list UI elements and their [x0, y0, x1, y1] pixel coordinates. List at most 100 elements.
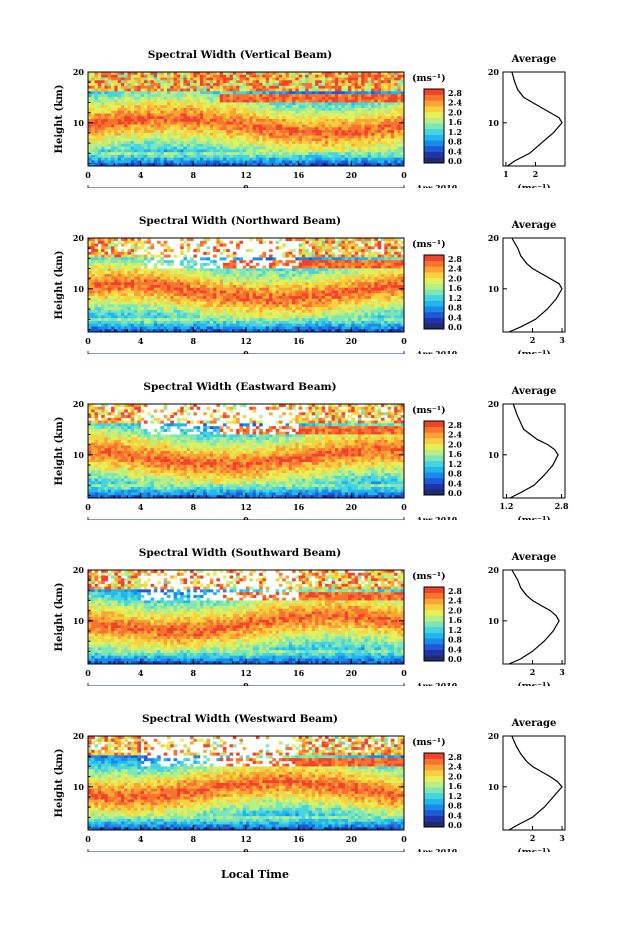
heatmap-cell	[278, 163, 283, 167]
heatmap-cell	[140, 143, 145, 147]
heatmap-cell	[272, 91, 276, 95]
heatmap-cell	[367, 72, 372, 76]
heatmap-cell	[137, 146, 141, 150]
heatmap-cell	[167, 293, 171, 297]
heatmap-cell	[134, 246, 138, 250]
heatmap-cell	[331, 282, 336, 286]
heatmap-cell	[334, 124, 339, 128]
heatmap-cell	[88, 107, 92, 111]
heatmap-cell	[180, 135, 184, 139]
heatmap-cell	[137, 94, 141, 98]
heatmap-cell	[328, 285, 332, 289]
heatmap-cell	[190, 121, 194, 125]
heatmap-cell	[222, 262, 227, 266]
heatmap-cell	[367, 143, 372, 147]
heatmap-cell	[318, 124, 323, 128]
heatmap-cell	[341, 276, 346, 280]
heatmap-cell	[203, 74, 207, 78]
heatmap-cell	[394, 254, 398, 258]
heatmap-cell	[380, 127, 385, 131]
heatmap-cell	[380, 271, 385, 275]
heatmap-cell	[173, 157, 178, 161]
heatmap-cell	[114, 132, 118, 136]
heatmap-cell	[143, 249, 148, 253]
heatmap-cell	[278, 127, 283, 131]
heatmap-cell	[127, 121, 132, 125]
heatmap-cell	[130, 279, 135, 283]
heatmap-cell	[364, 116, 369, 120]
heatmap-cell	[130, 273, 135, 277]
heatmap-cell	[387, 262, 392, 266]
heatmap-cell	[301, 88, 306, 92]
heatmap-cell	[190, 238, 194, 242]
heatmap-cell	[367, 246, 372, 250]
heatmap-cell	[371, 268, 375, 272]
heatmap-cell	[196, 285, 201, 289]
heatmap-cell	[252, 146, 257, 150]
heatmap-cell	[94, 262, 99, 266]
heatmap-cell	[203, 273, 207, 277]
heatmap-cell	[380, 265, 385, 269]
heatmap-cell	[265, 119, 270, 123]
heatmap-cell	[143, 96, 148, 100]
heatmap-cell	[213, 260, 217, 264]
heatmap-cell	[124, 152, 128, 156]
heatmap-cell	[167, 72, 171, 76]
heatmap-cell	[331, 102, 336, 106]
heatmap-cell	[275, 124, 280, 128]
heatmap-cell	[377, 265, 382, 269]
heatmap-cell	[226, 113, 230, 117]
heatmap-cell	[390, 276, 395, 280]
heatmap-cell	[242, 135, 247, 139]
heatmap-cell	[265, 99, 270, 103]
heatmap-cell	[147, 72, 151, 76]
heatmap-cell	[357, 94, 362, 98]
heatmap-cell	[170, 146, 174, 150]
heatmap-cell	[387, 141, 392, 145]
heatmap-cell	[232, 143, 237, 147]
heatmap-cell	[226, 110, 230, 114]
heatmap-cell	[190, 124, 194, 128]
heatmap-cell	[193, 119, 197, 123]
heatmap-cell	[203, 276, 207, 280]
heatmap-cell	[137, 85, 141, 89]
heatmap-cell	[344, 249, 349, 253]
heatmap-cell	[114, 110, 118, 114]
heatmap-cell	[120, 285, 125, 289]
heatmap-cell	[262, 276, 267, 280]
heatmap-cell	[173, 72, 178, 76]
heatmap-cell	[104, 163, 109, 167]
heatmap-cell	[236, 138, 240, 142]
heatmap-cell	[186, 163, 191, 167]
heatmap-cell	[160, 121, 165, 125]
heatmap-cell	[344, 152, 349, 156]
heatmap-cell	[318, 293, 323, 297]
heatmap-cell	[91, 149, 95, 153]
heatmap-cell	[91, 276, 95, 280]
heatmap-cell	[216, 157, 220, 161]
heatmap-cell	[354, 285, 359, 289]
heatmap-cell	[147, 279, 151, 283]
heatmap-cell	[114, 149, 118, 153]
heatmap-cell	[196, 80, 201, 84]
heatmap-cell	[190, 119, 194, 123]
heatmap-cell	[111, 107, 115, 111]
heatmap-cell	[163, 290, 168, 294]
heatmap-cell	[193, 160, 197, 164]
heatmap-cell	[206, 146, 211, 150]
heatmap-cell	[374, 99, 378, 103]
heatmap-cell	[311, 265, 316, 269]
heatmap-cell	[275, 74, 280, 78]
heatmap-cell	[321, 246, 326, 250]
heatmap-cell	[170, 271, 174, 275]
heatmap-cell	[371, 102, 375, 106]
heatmap-cell	[397, 254, 402, 258]
heatmap-cell	[114, 99, 118, 103]
heatmap-cell	[354, 80, 359, 84]
heatmap-cell	[206, 143, 211, 147]
heatmap-cell	[354, 254, 359, 258]
heatmap-cell	[285, 285, 290, 289]
heatmap-cell	[249, 113, 253, 117]
heatmap-cell	[97, 262, 102, 266]
heatmap-cell	[193, 249, 197, 253]
